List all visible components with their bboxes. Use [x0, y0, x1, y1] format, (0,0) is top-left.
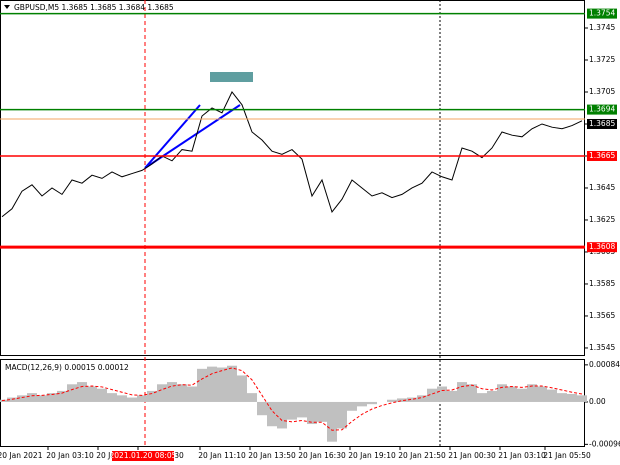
- price-label-box: [587, 118, 617, 129]
- macd-bar: [537, 386, 547, 402]
- macd-bar: [407, 397, 417, 402]
- main-panel: [0, 0, 585, 356]
- level-label: 1.3694: [589, 105, 615, 114]
- price-label: 1.3685: [589, 119, 615, 128]
- macd-bar: [507, 386, 517, 402]
- macd-bar: [97, 388, 107, 402]
- macd-bar: [17, 395, 27, 402]
- macd-bar: [497, 384, 507, 402]
- macd-label: MACD(12,26,9) 0.00015 0.00012: [5, 363, 129, 372]
- macd-bar: [247, 393, 257, 402]
- macd-bar: [267, 401, 277, 427]
- macd-bar: [187, 386, 197, 402]
- y-tick-label: 1.3745: [589, 23, 615, 32]
- y-tick-label: 1.3585: [589, 279, 615, 288]
- macd-bar: [157, 384, 167, 402]
- marker-time-box: [112, 451, 174, 461]
- marker-time-label: 2021.01.20 08:05: [110, 451, 177, 460]
- macd-bar: [127, 397, 137, 402]
- macd-bar: [547, 389, 557, 402]
- y-tick-label: 1.3705: [589, 87, 615, 96]
- price-line: [1, 91, 583, 218]
- macd-bar: [477, 393, 487, 402]
- macd-bar: [307, 401, 317, 425]
- x-tick-label: 21 Jan 00:30: [448, 451, 496, 460]
- macd-bar: [87, 386, 97, 402]
- macd-tick-label: -0.00096: [589, 439, 620, 448]
- macd-bar: [287, 401, 297, 420]
- macd-bar: [77, 382, 87, 402]
- y-tick-label: 1.3545: [589, 343, 615, 352]
- level-label: 1.3754: [589, 9, 615, 18]
- level-label-box: [587, 150, 617, 161]
- x-tick-label: 20 Jan 19:10: [348, 451, 396, 460]
- macd-bar: [317, 401, 327, 422]
- x-tick-label: 20 Jan 03:10: [46, 451, 94, 460]
- macd-tick-label: 0.00: [589, 397, 606, 406]
- y-tick-label: 1.3725: [589, 55, 615, 64]
- macd-bar: [387, 399, 397, 402]
- macd-bar: [527, 384, 537, 402]
- macd-bar: [457, 382, 467, 402]
- x-tick-label: 20 Jan 21:50: [398, 451, 446, 460]
- macd-bar: [437, 386, 447, 402]
- chart-title: GBPUSD,M5 1.3685 1.3685 1.3684 1.3685: [14, 3, 174, 12]
- level-label-box: [587, 104, 617, 115]
- x-tick-label: 20 Jan 2021: [0, 451, 43, 460]
- macd-bar: [567, 394, 577, 402]
- macd-bar: [427, 388, 437, 402]
- level-label: 1.3665: [589, 151, 615, 160]
- macd-bar: [327, 401, 337, 442]
- macd-bar: [197, 368, 207, 402]
- macd-bar: [557, 393, 567, 402]
- macd-bar: [237, 375, 247, 402]
- y-tick-label: 1.3565: [589, 311, 615, 320]
- macd-bar: [37, 395, 47, 402]
- macd-bar: [337, 401, 347, 429]
- macd-bar: [177, 384, 187, 402]
- y-tick-label: 1.3645: [589, 183, 615, 192]
- macd-bar: [47, 393, 57, 402]
- macd-bar: [217, 367, 227, 402]
- x-tick-label: 20 Jan 11:10: [198, 451, 246, 460]
- macd-bar: [257, 401, 267, 416]
- macd-bar: [107, 393, 117, 402]
- macd-bar: [207, 366, 217, 402]
- level-label-box: [587, 242, 617, 253]
- macd-bar: [27, 393, 37, 402]
- y-tick-label: 1.3625: [589, 215, 615, 224]
- macd-bar: [417, 395, 427, 402]
- level-label: 1.3608: [589, 242, 615, 251]
- macd-bar: [167, 382, 177, 402]
- macd-bar: [67, 384, 77, 402]
- annotation-box: [210, 72, 253, 82]
- macd-bar: [117, 395, 127, 402]
- macd-bar: [467, 384, 477, 402]
- macd-bar: [487, 390, 497, 402]
- macd-bar: [137, 395, 147, 402]
- x-tick-label: 20 Jan 16:30: [298, 451, 346, 460]
- macd-bar: [347, 401, 357, 411]
- macd-bar: [297, 401, 307, 418]
- macd-bar: [227, 365, 237, 402]
- macd-bar: [397, 398, 407, 402]
- macd-panel: [0, 359, 585, 447]
- x-tick-label: 21 Jan 05:50: [543, 451, 591, 460]
- macd-tick-label: 0.00084: [589, 360, 620, 369]
- macd-bar: [147, 390, 157, 402]
- macd-bar: [57, 390, 67, 402]
- macd-bar: [577, 395, 587, 402]
- x-tick-label: 20 Jan 13:50: [248, 451, 296, 460]
- x-tick-label: 21 Jan 03:10: [498, 451, 546, 460]
- macd-bar: [277, 401, 287, 429]
- macd-bar: [357, 401, 367, 407]
- macd-bar: [367, 401, 377, 405]
- trend-line: [144, 104, 201, 169]
- title-arrow: [4, 5, 10, 9]
- macd-bar: [447, 390, 457, 402]
- level-label-box: [587, 8, 617, 19]
- macd-bar: [517, 388, 527, 402]
